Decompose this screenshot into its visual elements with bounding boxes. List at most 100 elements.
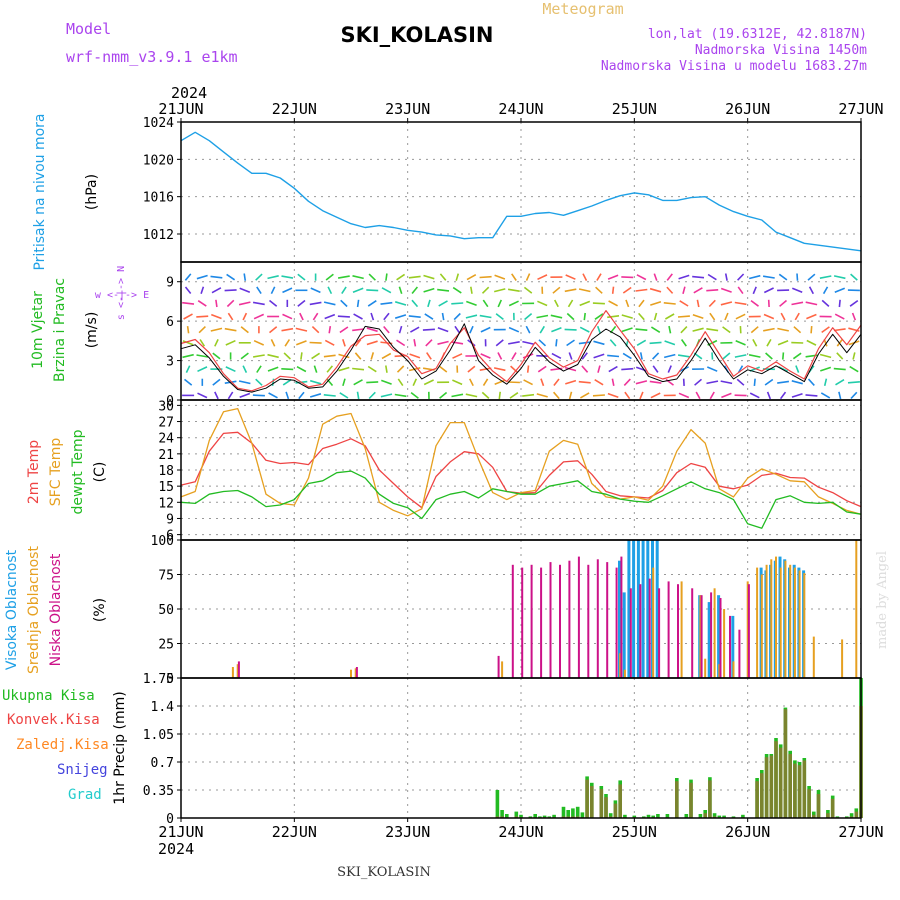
wind-arrow: [780, 312, 786, 321]
cloud-bar: [627, 540, 631, 678]
cloud-bar: [677, 584, 679, 678]
wind-arrow: [706, 289, 719, 292]
wind-arrow: [734, 301, 747, 306]
wind-arrow: [621, 276, 634, 279]
wind-arrow: [821, 299, 830, 307]
wind-arrow: [324, 339, 335, 346]
precip-conv-bar: [849, 816, 854, 818]
wind-arrow: [592, 302, 605, 305]
wind-arrow: [664, 353, 676, 359]
wind-arrow: [581, 352, 588, 360]
wind-arrow: [338, 366, 350, 372]
wind-arrow: [282, 378, 292, 386]
wind-arrow: [268, 392, 278, 399]
wind-arrow: [607, 274, 619, 280]
cloud-bar: [540, 567, 543, 678]
precip-conv-bar: [675, 781, 679, 818]
cloud-bar: [632, 540, 636, 678]
precip-conv-bar: [575, 816, 580, 818]
precip-conv-bar: [703, 813, 707, 818]
wind-arrow: [695, 391, 701, 400]
pressure-axis-label: Pritisak na nivou mora: [32, 113, 48, 270]
wind-arrow: [310, 287, 321, 294]
precip-conv-bar: [783, 709, 788, 818]
precip-conv-bar: [613, 803, 618, 818]
wind-arrow: [256, 286, 262, 295]
wind-arrow: [578, 288, 591, 293]
wind-arrow: [184, 273, 192, 281]
wind-arrow: [297, 273, 306, 281]
wind-arrow: [323, 301, 336, 306]
x-tick-label-bottom: 23JUN: [385, 823, 430, 841]
x-tick-label-bottom: 26JUN: [725, 823, 770, 841]
cloud-bar: [700, 595, 703, 678]
wind-arrow: [650, 300, 662, 306]
wind-arrow: [565, 274, 576, 280]
wind-arrow: [282, 287, 293, 294]
wind-arrow: [366, 289, 379, 292]
wind-arrow: [791, 287, 803, 294]
wind-arrow: [653, 273, 658, 281]
wind-arrow: [281, 275, 294, 279]
cloud-bar: [559, 564, 561, 678]
wind-arrow: [597, 365, 601, 373]
wind-arrow: [820, 392, 831, 399]
wind-arrow: [607, 392, 619, 398]
precip-conv-bar: [599, 789, 604, 818]
wind-arrow: [481, 286, 490, 294]
precip-total-bar: [712, 813, 717, 818]
precip-conv-bar: [802, 760, 807, 818]
cloud-bar: [577, 556, 580, 678]
wind-arrow: [807, 378, 815, 386]
wind-arrow: [270, 286, 276, 295]
cloud-bar: [355, 667, 358, 678]
cloud-bar: [680, 581, 683, 678]
wind-arrow: [793, 326, 802, 334]
wind-arrow: [200, 286, 205, 295]
wind-arrow: [720, 287, 732, 293]
wind-arrow: [285, 391, 290, 400]
cloud-bar: [646, 540, 650, 678]
wind-arrow: [295, 327, 308, 332]
wind-arrow: [323, 354, 336, 358]
wind-arrow: [198, 326, 206, 334]
wind-arrow: [821, 326, 830, 334]
cloud-bar: [746, 581, 749, 678]
wind-arrow: [296, 365, 307, 373]
precip-conv-bar: [590, 786, 594, 818]
wind-arrow: [537, 274, 548, 281]
precip-total-bar: [684, 814, 689, 818]
wind-arrow: [398, 325, 403, 334]
y-tick-label: 6: [166, 315, 174, 330]
wind-arrow: [411, 286, 419, 295]
wind-arrow: [227, 391, 234, 400]
cloud-bar: [354, 668, 357, 678]
wind-arrow: [184, 286, 192, 294]
wind-arrow: [309, 393, 322, 398]
x-tick-label-top: 22JUN: [272, 100, 317, 118]
wind-arrow: [763, 327, 775, 332]
cloud-bar: [793, 567, 796, 678]
wind-arrow: [182, 301, 195, 305]
y-tick-label: 75: [158, 569, 174, 584]
wind-arrow: [724, 312, 729, 321]
wind-arrow: [508, 300, 519, 307]
wind-arrow: [538, 339, 547, 347]
wind-arrow: [611, 378, 615, 386]
wind-arrow: [297, 299, 306, 307]
wind-arrow: [834, 287, 846, 294]
wind-arrow: [509, 392, 519, 399]
wind-arrow: [299, 312, 304, 321]
wind-arrow: [694, 378, 703, 386]
wind-arrow: [341, 286, 347, 295]
wind-arrow: [239, 392, 251, 399]
watermark: made by Angel: [875, 551, 890, 649]
wind-arrow: [256, 365, 262, 373]
wind-arrow: [649, 380, 662, 384]
wind-arrow: [553, 378, 560, 386]
wind-arrow: [582, 273, 588, 281]
y-tick-label: 100: [151, 534, 174, 549]
wind-arrow: [791, 301, 804, 306]
wind-arrow: [807, 273, 816, 281]
wind-arrow: [451, 393, 464, 398]
